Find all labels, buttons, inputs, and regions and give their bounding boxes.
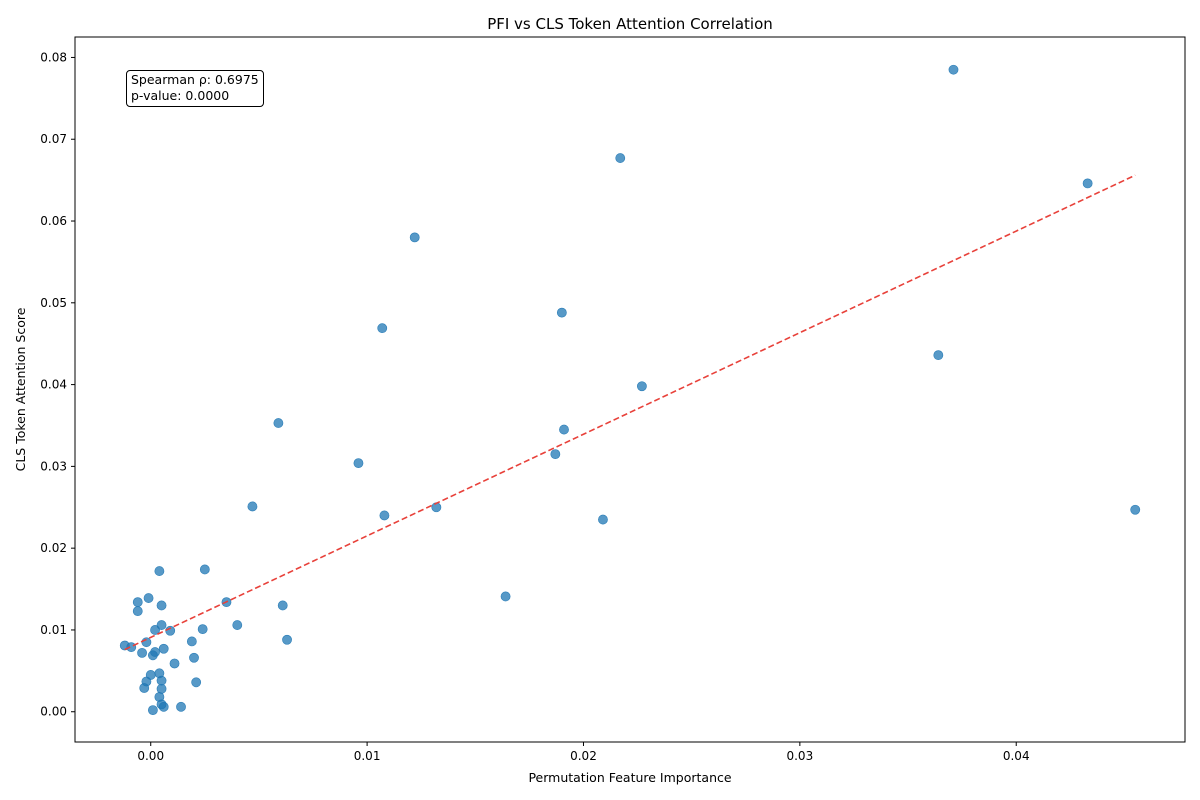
data-point: [189, 652, 199, 663]
data-point: [154, 566, 165, 576]
data-point: [377, 323, 388, 334]
y-axis-title: CLS Token Attention Score: [13, 307, 28, 471]
y-tick-label: 0.08: [40, 50, 67, 64]
data-point: [147, 650, 158, 661]
data-point: [1082, 178, 1093, 189]
x-tick-label: 0.04: [1003, 749, 1030, 763]
y-tick-label: 0.04: [40, 378, 67, 392]
data-point: [147, 705, 158, 716]
trend-line: [124, 174, 1136, 651]
data-point: [353, 458, 364, 469]
y-tick-label: 0.00: [40, 705, 67, 719]
data-point: [126, 642, 137, 653]
x-tick-label: 0.02: [570, 749, 597, 763]
data-point: [176, 701, 186, 712]
x-axis-title: Permutation Feature Importance: [528, 770, 731, 785]
y-tick-label: 0.01: [40, 623, 67, 637]
data-point: [500, 591, 511, 602]
data-point: [197, 624, 208, 635]
data-point: [186, 636, 197, 647]
data-point: [615, 153, 626, 163]
data-point: [139, 683, 150, 693]
data-point: [550, 449, 561, 460]
data-point: [143, 593, 154, 603]
data-point: [379, 510, 390, 521]
x-tick-label: 0.01: [354, 749, 381, 763]
data-point: [1130, 504, 1141, 515]
data-point: [559, 424, 569, 435]
data-point: [137, 647, 147, 658]
data-point: [132, 606, 143, 617]
data-point: [556, 307, 567, 318]
data-point: [158, 701, 169, 712]
y-tick-label: 0.02: [40, 541, 67, 555]
data-point: [637, 381, 647, 392]
spearman-text: Spearman ρ: 0.6975: [131, 72, 259, 87]
data-point: [273, 418, 284, 428]
y-tick-label: 0.06: [40, 214, 67, 228]
plot-area: 0.00 0.01 0.02 0.03 0.04 0.00 0.01 0.02 0.03 0.04…: [40, 50, 1141, 763]
data-point: [199, 564, 210, 575]
axes-frame: [74, 36, 1186, 743]
correlation-annotation: Spearman ρ: 0.6975 p-value: 0.0000: [126, 70, 264, 107]
data-point: [156, 620, 167, 630]
data-point: [156, 600, 167, 611]
data-point: [169, 658, 180, 669]
y-tick-label: 0.03: [40, 459, 67, 473]
data-point: [156, 675, 167, 686]
x-tick-label: 0.00: [137, 749, 164, 763]
p-value-text: p-value: 0.0000: [131, 88, 230, 103]
data-point: [247, 501, 258, 512]
data-point: [156, 683, 167, 694]
y-tick-label: 0.05: [40, 296, 67, 310]
data-point: [191, 677, 202, 688]
chart-title: PFI vs CLS Token Attention Correlation: [487, 15, 773, 33]
data-point: [150, 625, 160, 635]
y-tick-label: 0.07: [40, 132, 67, 146]
data-point: [933, 350, 944, 361]
data-point: [132, 597, 143, 608]
data-point: [598, 514, 608, 525]
data-point: [141, 637, 152, 648]
x-tick-label: 0.03: [786, 749, 813, 763]
data-point: [232, 620, 243, 630]
data-point: [948, 64, 959, 75]
data-point: [409, 232, 420, 243]
data-point: [158, 643, 169, 654]
data-point: [277, 600, 288, 611]
data-point: [282, 634, 292, 645]
